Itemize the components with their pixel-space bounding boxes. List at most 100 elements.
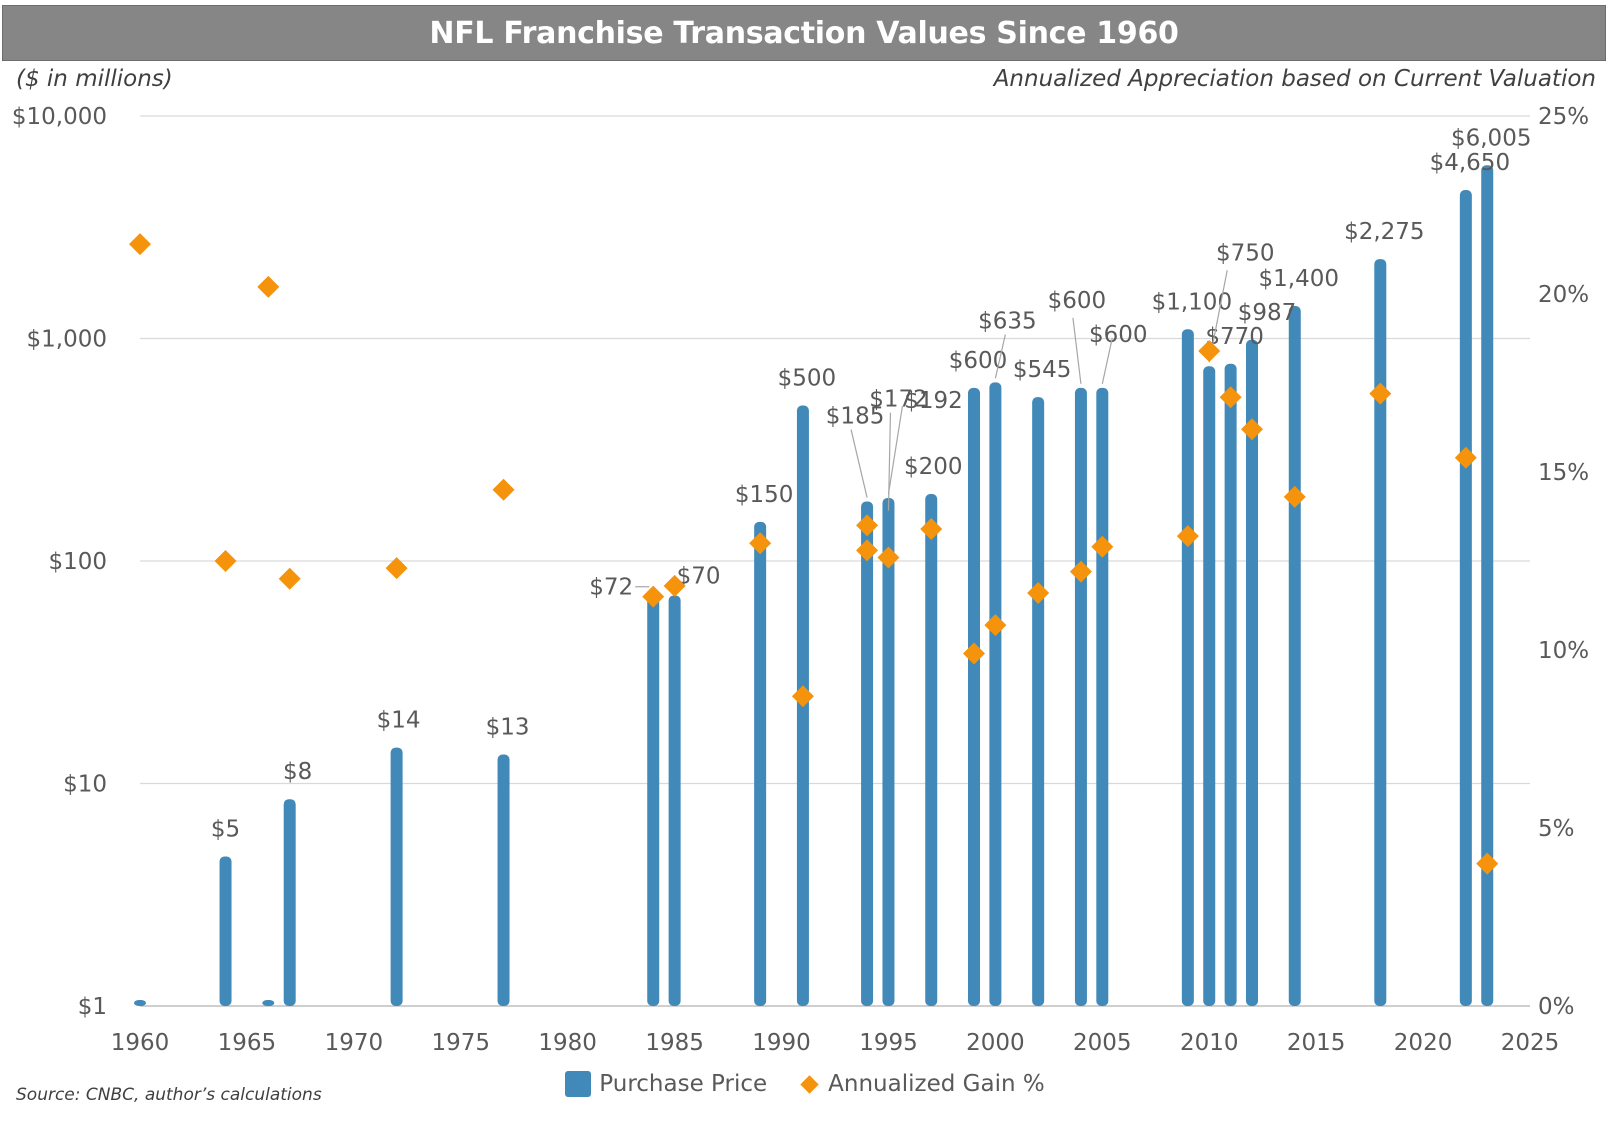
label-leader-line: [1072, 317, 1082, 384]
chart-title: NFL Franchise Transaction Values Since 1…: [429, 15, 1179, 51]
x-tick-label: 1970: [325, 1030, 384, 1056]
bar: [262, 1000, 275, 1006]
gain-diamond: [920, 517, 943, 540]
bar: [968, 387, 980, 1007]
gain-diamond: [984, 614, 1007, 637]
gain-diamond: [1476, 852, 1499, 875]
label-leader-line: [887, 405, 904, 495]
label-leader-line: [1101, 337, 1113, 384]
bar: [1074, 387, 1087, 1007]
gain-diamond: [1027, 582, 1050, 605]
x-tick-label: 1980: [538, 1030, 597, 1056]
x-tick-label: 1995: [859, 1030, 918, 1056]
y-left-tick-label: $1: [78, 994, 107, 1020]
y-right-tick-label: 10%: [1538, 638, 1589, 664]
gain-diamond: [385, 557, 408, 580]
gain-diamond: [856, 514, 879, 537]
gain-diamond: [1176, 525, 1199, 548]
units-note: ($ in millions): [16, 66, 173, 92]
bar: [283, 799, 296, 1006]
legend-label-annualized-gain: Annualized Gain %: [828, 1071, 1045, 1097]
y-left-tick-label: $1,000: [27, 327, 107, 353]
gain-diamond: [791, 685, 814, 708]
label-leader-line: [850, 429, 868, 498]
x-tick-label: 2015: [1287, 1030, 1346, 1056]
bar: [1096, 387, 1109, 1007]
bar-data-label: $172: [869, 387, 928, 413]
bar-data-label: $8: [283, 759, 312, 785]
legend: Purchase Price Annualized Gain %: [0, 1064, 1610, 1104]
bar: [1246, 339, 1258, 1007]
bar: [668, 595, 681, 1006]
bar: [219, 856, 232, 1006]
bar-data-label: $545: [1013, 357, 1072, 383]
bar: [1459, 189, 1472, 1007]
legend-item-annualized-gain: Annualized Gain %: [800, 1071, 1045, 1097]
legend-bar-swatch: [565, 1071, 592, 1097]
bar: [1181, 329, 1194, 1006]
x-tick-label: 2010: [1180, 1030, 1239, 1056]
bar-data-label: $72: [589, 575, 633, 601]
label-leader-line: [994, 334, 1006, 379]
bar: [134, 1000, 146, 1006]
bar-data-label: $14: [377, 708, 421, 734]
y-right-tick-label: 15%: [1538, 460, 1589, 486]
bar-data-label: $185: [826, 404, 885, 430]
bar-data-label: $600: [949, 348, 1008, 374]
bar-data-label: $6,005: [1451, 125, 1531, 151]
y-right-tick-label: 20%: [1538, 282, 1589, 308]
bar-data-label: $635: [978, 308, 1037, 334]
gain-diamond: [278, 567, 301, 590]
legend-item-purchase-price: Purchase Price: [565, 1071, 767, 1097]
gain-diamond: [963, 642, 985, 665]
bar-data-label: $150: [735, 482, 794, 508]
bar-data-label: $2,275: [1344, 219, 1424, 245]
bar-data-label: $13: [486, 715, 530, 741]
gain-diamond: [1369, 382, 1392, 405]
bar: [1481, 165, 1494, 1006]
gain-diamond: [1219, 386, 1242, 409]
x-tick-label: 1965: [218, 1030, 277, 1056]
bar: [754, 521, 767, 1006]
gain-diamond: [663, 574, 686, 597]
y-right-tick-label: 0%: [1538, 994, 1575, 1020]
bar: [1224, 363, 1237, 1006]
gain-diamond: [257, 275, 280, 298]
y-left-tick-label: $10: [63, 772, 107, 798]
bar: [647, 592, 660, 1006]
bar-data-label: $1,100: [1152, 289, 1232, 315]
bar-data-label: $4,650: [1430, 150, 1510, 176]
gain-diamond: [749, 532, 772, 555]
right-axis-note: Annualized Appreciation based on Current…: [993, 66, 1596, 92]
bar-data-label: $987: [1238, 300, 1297, 326]
gain-diamond: [1454, 446, 1477, 469]
bar: [1374, 259, 1387, 1006]
bar-data-label: $200: [904, 454, 963, 480]
gain-diamond: [877, 546, 900, 569]
gain-diamond: [1091, 535, 1114, 558]
y-left-tick-label: $10,000: [12, 104, 107, 130]
legend-label-purchase-price: Purchase Price: [599, 1071, 768, 1097]
x-tick-label: 1985: [645, 1030, 704, 1056]
bar: [1288, 305, 1301, 1006]
gain-diamond: [1069, 560, 1092, 583]
label-leader-line: [887, 412, 892, 511]
bar-data-label: $600: [1048, 288, 1107, 314]
x-tick-label: 1975: [431, 1030, 490, 1056]
y-right-tick-label: 25%: [1538, 104, 1589, 130]
bar-data-label: $770: [1205, 324, 1264, 350]
gain-diamond: [492, 478, 515, 501]
gain-diamond: [129, 233, 151, 256]
bar: [390, 747, 403, 1006]
source-note: Source: CNBC, author’s calculations: [16, 1085, 322, 1105]
bar: [882, 497, 895, 1006]
gain-diamond: [1241, 418, 1263, 441]
x-tick-label: 2020: [1394, 1030, 1453, 1056]
x-tick-label: 2000: [966, 1030, 1025, 1056]
chart-canvas: $1 $10 $100 $1,000 $10,000 0% 5% 10% 15% 20% 25% 19…: [12, 104, 1589, 1056]
gain-diamond: [214, 550, 237, 572]
x-tick-label: 2005: [1073, 1030, 1132, 1056]
bar-data-label: $1,400: [1259, 266, 1339, 292]
bar: [1203, 366, 1216, 1007]
gain-diamond: [642, 585, 665, 608]
